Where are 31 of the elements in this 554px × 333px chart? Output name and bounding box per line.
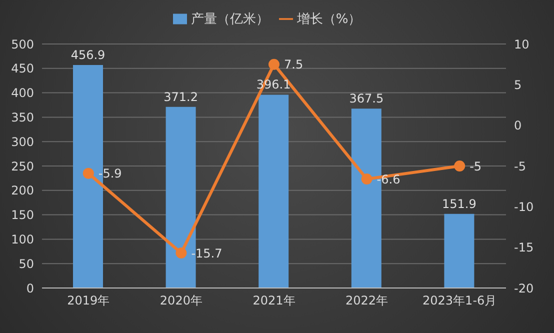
y-tick-label: 300 [11,134,34,149]
y-tick-label: 150 [11,208,34,222]
legend-label: 产量（亿米） [190,12,269,27]
y-tick-label: 500 [11,37,34,52]
y2-tick-label: 5 [514,78,522,92]
data-label: 456.9 [70,48,106,62]
y2-tick-label: -5 [514,159,526,174]
y-tick-label: 450 [11,62,34,76]
x-tick-label: 2020年 [160,294,202,308]
y2-tick-label: 0 [514,118,522,133]
data-label: 371.2 [164,90,198,104]
data-label: 7.5 [284,58,304,72]
y2-tick-label: 10 [514,37,530,52]
x-tick-label: 2023年1-6月 [422,294,497,308]
y2-tick-label: -10 [514,200,534,214]
x-tick-label: 2019年 [67,294,110,308]
y2-tick-label: -20 [514,281,534,296]
y-tick-label: 400 [11,86,34,100]
data-label: 367.5 [349,92,384,106]
y-tick-label: 350 [11,110,34,124]
legend-label: 增长（%） [296,12,362,27]
y2-tick-label: -15 [514,240,534,255]
y-tick-label: 100 [11,232,34,246]
x-tick-label: 2021年 [252,294,296,308]
y-tick-label: 200 [11,184,34,198]
x-tick-label: 2022年 [346,294,388,308]
y-tick-label: 250 [11,159,34,174]
y-tick-label: 50 [18,256,34,271]
y-tick-label: 0 [26,281,34,296]
data-label: 151.9 [442,196,476,211]
data-label: -5 [470,159,482,174]
